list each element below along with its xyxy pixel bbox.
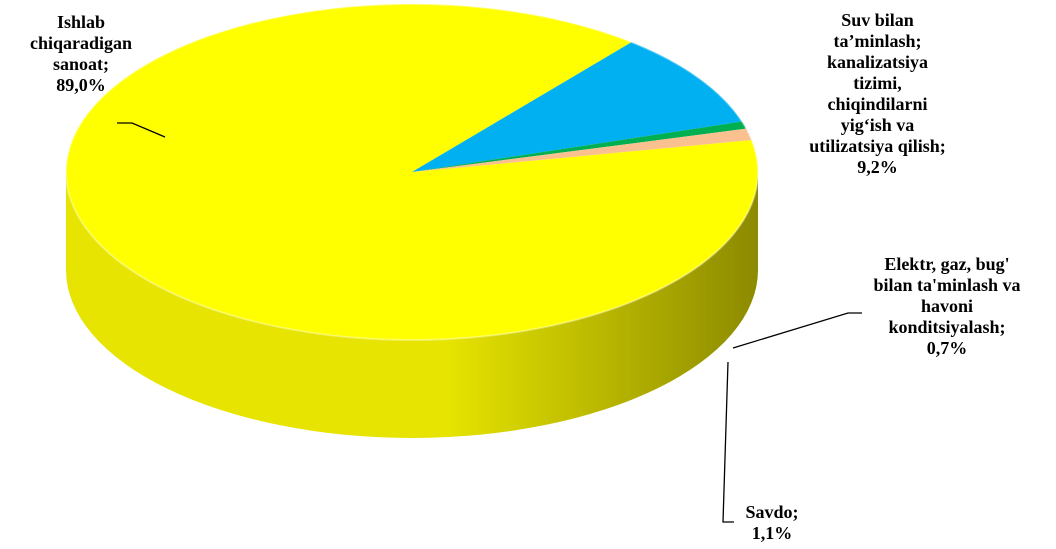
data-label-elektr-gaz: Elektr, gaz, bug' bilan ta'minlash va havo… [836, 254, 1056, 359]
label-line: Suv bilan [841, 10, 914, 30]
label-line: 0,7% [926, 338, 968, 358]
pie-slice-2 [412, 121, 747, 172]
pie-side-0 [66, 172, 758, 438]
label-line: 89,0% [56, 75, 106, 95]
data-label-ishlab-chiqaradigan-sanoat: Ishlab chiqaradigan sanoat; 89,0% [2, 12, 160, 96]
label-line: ta’minlash; [833, 31, 922, 51]
data-label-suv-bilan-taminlash: Suv bilan ta’minlash; kanalizatsiya tizimi,… [760, 10, 995, 178]
label-line: chiqaradigan [29, 33, 133, 53]
pie-sides [66, 172, 758, 438]
leader-lines [117, 122, 862, 523]
label-line: yig‘ish va [840, 115, 915, 135]
label-line: Elektr, gaz, bug' [884, 254, 1010, 274]
leader-line-ishlab [117, 122, 166, 138]
label-line: kanalizatsiya [826, 52, 928, 72]
label-line: havoni [920, 296, 974, 316]
data-label-savdo: Savdo; 1,1% [722, 502, 822, 544]
label-line: bilan ta'minlash va [873, 275, 1021, 295]
leader-line-savdo [722, 361, 734, 523]
pie-slice-1 [412, 42, 743, 173]
label-line: 9,2% [857, 157, 898, 177]
label-line: sanoat; [52, 54, 109, 74]
label-line: konditsiyalash; [888, 317, 1006, 337]
pie-slice-3 [412, 128, 752, 172]
leader-line-elektr [732, 312, 862, 349]
pie-tops [65, 3, 759, 341]
label-line: 1,1% [751, 523, 793, 543]
label-line: tizimi, [853, 73, 902, 93]
label-line: Savdo; [745, 502, 799, 522]
label-line: Ishlab [56, 12, 106, 32]
pie-rim-highlight [65, 3, 759, 341]
label-line: utilizatsiya qilish; [809, 136, 946, 156]
label-line: chiqindilarni [827, 94, 928, 114]
